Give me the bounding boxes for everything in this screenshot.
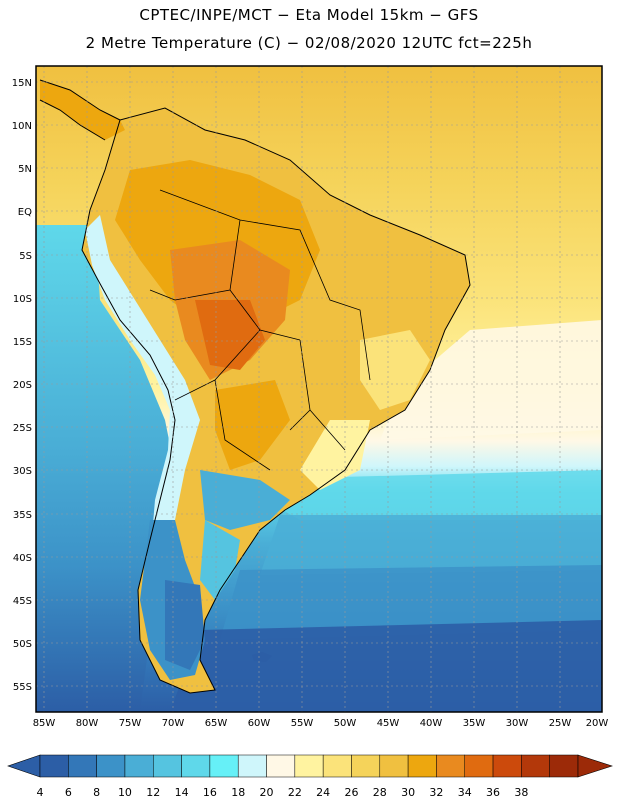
colorbar-segment <box>322 754 352 778</box>
latitude-labels: 15N 10N 5N EQ 5S 10S 15S 20S 25S 30S 35S 40S 45S 50S 5… <box>12 78 32 693</box>
colorbar-label: 20 <box>260 786 274 799</box>
longitude-label: 25W <box>549 718 572 729</box>
colorbar-label: 26 <box>344 786 358 799</box>
longitude-label: 65W <box>205 718 228 729</box>
longitude-label: 45W <box>377 718 400 729</box>
colorbar-segment <box>549 754 579 778</box>
colorbar-segment <box>351 754 381 778</box>
colorbar-segment <box>96 754 126 778</box>
longitude-label: 55W <box>291 718 314 729</box>
longitude-labels: 85W 80W 75W 70W 65W 60W 55W 50W 45W 40W 35W 30W 25W 2… <box>33 718 609 729</box>
colorbar-label: 32 <box>429 786 443 799</box>
longitude-label: 20W <box>586 718 609 729</box>
colorbar-segment <box>39 754 69 778</box>
colorbar-label: 10 <box>118 786 132 799</box>
colorbar-segment <box>294 754 324 778</box>
colorbar-label: 24 <box>316 786 330 799</box>
colorbar-label: 30 <box>401 786 415 799</box>
colorbar-high-arrow <box>577 754 613 778</box>
map-field <box>36 66 602 712</box>
latitude-label: 40S <box>13 553 32 564</box>
colorbar-label: 16 <box>203 786 217 799</box>
colorbar-segment <box>209 754 239 778</box>
map-title-line-1: CPTEC/INPE/MCT − Eta Model 15km − GFS <box>139 6 479 24</box>
temperature-colorbar: 4 6 8 10 12 14 16 18 20 22 24 26 28 30 32 34 36 38 <box>7 754 613 799</box>
latitude-label: 45S <box>13 596 32 607</box>
longitude-label: 50W <box>334 718 357 729</box>
latitude-label: 5S <box>19 251 32 262</box>
colorbar-low-arrow <box>7 754 41 778</box>
latitude-label: 55S <box>13 682 32 693</box>
latitude-label: 10N <box>12 121 32 132</box>
colorbar-label: 18 <box>231 786 245 799</box>
colorbar-segment <box>464 754 494 778</box>
longitude-label: 85W <box>33 718 56 729</box>
latitude-label: 15N <box>12 78 32 89</box>
colorbar-label: 28 <box>373 786 387 799</box>
graticule <box>36 66 602 712</box>
longitude-label: 60W <box>248 718 271 729</box>
colorbar-label: 8 <box>93 786 100 799</box>
colorbar-segment <box>521 754 550 778</box>
colorbar-segment <box>68 754 97 778</box>
latitude-label: 10S <box>13 294 32 305</box>
colorbar-label: 36 <box>486 786 500 799</box>
map-frame <box>35 65 603 713</box>
latitude-label: 25S <box>13 423 32 434</box>
colorbar-label: 14 <box>175 786 189 799</box>
colorbar-segment <box>407 754 437 778</box>
latitude-label: 35S <box>13 510 32 521</box>
colorbar-segment <box>153 754 182 778</box>
map-title-line-2: 2 Metre Temperature (C) − 02/08/2020 12U… <box>85 34 533 52</box>
latitude-label: 30S <box>13 466 32 477</box>
colorbar-segment <box>124 754 154 778</box>
latitude-label: EQ <box>18 207 32 218</box>
latitude-label: 5N <box>18 164 32 175</box>
latitude-label: 50S <box>13 639 32 650</box>
longitude-label: 40W <box>420 718 443 729</box>
colorbar-segment <box>181 754 211 778</box>
colorbar-label: 12 <box>146 786 160 799</box>
latitude-label: 15S <box>13 337 32 348</box>
latitude-label: 20S <box>13 380 32 391</box>
colorbar-label: 38 <box>514 786 528 799</box>
colorbar-label: 4 <box>37 786 44 799</box>
colorbar-segment <box>266 754 296 778</box>
longitude-label: 75W <box>119 718 142 729</box>
colorbar-label: 6 <box>65 786 72 799</box>
longitude-label: 70W <box>162 718 185 729</box>
longitude-label: 80W <box>76 718 99 729</box>
colorbar-segment <box>237 754 267 778</box>
longitude-label: 30W <box>506 718 529 729</box>
colorbar-segment <box>379 754 409 778</box>
colorbar-label: 22 <box>288 786 302 799</box>
colorbar-segment <box>436 754 465 778</box>
colorbar-label: 34 <box>458 786 472 799</box>
longitude-label: 35W <box>463 718 486 729</box>
colorbar-segment <box>492 754 522 778</box>
